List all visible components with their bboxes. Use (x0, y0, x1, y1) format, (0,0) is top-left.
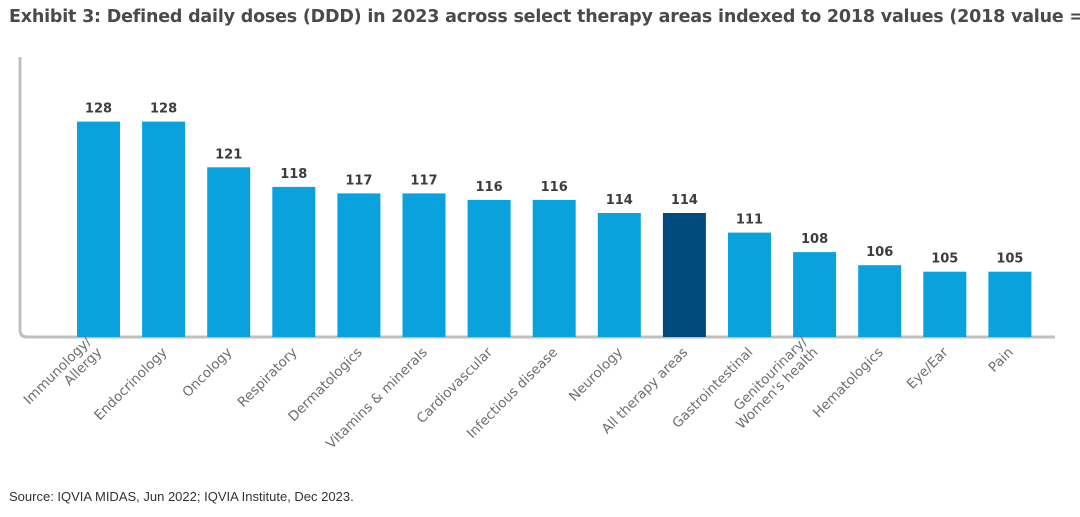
chart-title: Exhibit 3: Defined daily doses (DDD) in … (9, 7, 1080, 27)
data-label: 105 (931, 252, 958, 267)
bar (337, 193, 381, 337)
bar (793, 252, 837, 337)
data-label: 106 (866, 245, 893, 260)
bar (597, 213, 641, 337)
source-note: Source: IQVIA MIDAS, Jun 2022; IQVIA Ins… (9, 489, 354, 504)
data-label: 117 (345, 173, 372, 188)
category-label-line: Eye/Ear (904, 344, 952, 392)
bar (467, 199, 511, 337)
category-label-line: Respiratory (235, 345, 301, 411)
category-label: Immunology/Allergy (21, 334, 106, 408)
bar (728, 232, 771, 337)
bar (207, 167, 251, 337)
category-label: Oncology (179, 345, 235, 401)
category-label: Hematologics (810, 345, 887, 422)
bar (858, 265, 902, 337)
bar (988, 271, 1032, 337)
data-label: 114 (671, 193, 698, 208)
data-label: 116 (476, 180, 503, 195)
bar (923, 271, 967, 337)
data-label: 117 (410, 173, 437, 188)
data-label: 118 (280, 167, 307, 182)
data-label: 111 (736, 213, 763, 228)
data-label: 105 (996, 252, 1023, 267)
category-label: Pain (986, 345, 1017, 376)
category-label-line: Oncology (179, 345, 235, 401)
chart-axis (18, 57, 1055, 339)
data-label: 121 (215, 147, 242, 162)
category-label: Neurology (566, 345, 626, 405)
data-label: 114 (606, 193, 633, 208)
bar (77, 121, 120, 337)
bar (272, 186, 316, 337)
category-label-line: Hematologics (810, 345, 887, 422)
data-label: 108 (801, 232, 828, 247)
bar (662, 213, 706, 337)
bar (142, 121, 186, 337)
category-label: Genitourinary/Women's health (731, 334, 822, 433)
bar (532, 199, 576, 337)
bar (402, 193, 446, 337)
category-label: Respiratory (235, 345, 301, 411)
data-label: 128 (150, 102, 177, 117)
data-label: 116 (541, 180, 568, 195)
data-label: 128 (85, 102, 112, 117)
category-label-line: Neurology (566, 345, 626, 405)
category-label: Eye/Ear (904, 344, 952, 392)
category-label-line: Pain (986, 345, 1017, 376)
